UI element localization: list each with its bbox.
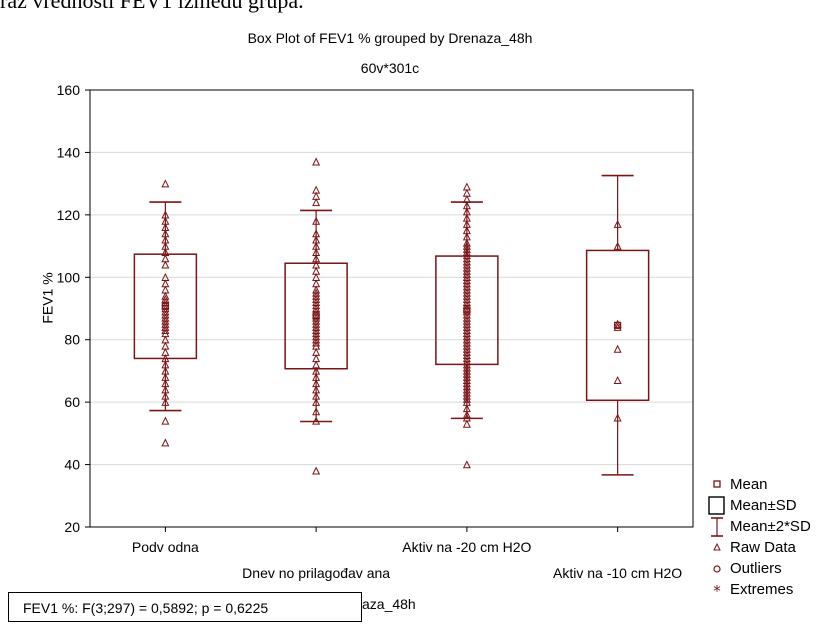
raw-data-point: [312, 397, 321, 406]
raw-data-point: [312, 338, 321, 347]
legend-symbol: *: [713, 582, 721, 600]
plot-frame: [89, 89, 694, 528]
mean-marker: [463, 306, 471, 314]
legend-label: Outliers: [730, 560, 782, 577]
raw-data-point: [312, 416, 321, 425]
raw-data-point: [312, 198, 321, 207]
caption-fragment: raz vrednosti FEV1 između grupa.: [0, 0, 304, 13]
raw-data-point: [613, 413, 622, 422]
sd-box: [133, 253, 198, 360]
raw-data-point: [161, 397, 170, 406]
stats-box: FEV1 %: F(3;297) = 0,5892; p = 0,6225: [8, 592, 362, 622]
legend: Mean Mean±SD Mean±2*SD Raw Data Outliers * Ext…: [707, 474, 811, 600]
chart-subtitle: 60v*301c: [360, 60, 420, 76]
raw-data-point: [312, 216, 321, 225]
y-tick-label: 140: [57, 144, 81, 160]
raw-data-point: [161, 438, 170, 447]
y-tick-label: 20: [64, 519, 80, 535]
x-tick-label: Dnev no prilagođav ana: [242, 565, 390, 581]
mean-marker: [614, 321, 622, 329]
raw-data-point: [161, 260, 170, 269]
legend-label: Raw Data: [730, 539, 796, 556]
mean-marker: [312, 312, 320, 320]
legend-item-mean: Mean: [707, 474, 811, 495]
x-axis-label-fragment: aza_48h: [362, 596, 416, 612]
raw-data-point: [161, 416, 170, 425]
raw-data-point: [613, 344, 622, 353]
sd-box: [284, 262, 348, 370]
x-tick-label: Aktiv na -10 cm H2O: [553, 565, 682, 581]
x-tick-label: Podv odna: [132, 539, 199, 555]
raw-data-point: [613, 319, 622, 328]
legend-label: Mean±SD: [730, 497, 797, 514]
y-tick-label: 80: [64, 332, 80, 348]
legend-symbol: [711, 517, 723, 537]
legend-item-extreme: * Extremes: [707, 579, 811, 600]
legend-symbol: [713, 565, 721, 573]
raw-data-point: [613, 219, 622, 228]
y-tick-label: 100: [57, 269, 81, 285]
legend-label: Mean±2*SD: [730, 518, 811, 535]
raw-data-point: [462, 394, 471, 403]
legend-item-outlier: Outliers: [707, 558, 811, 579]
legend-label: Mean: [730, 476, 768, 493]
y-tick-label: 120: [57, 207, 81, 223]
legend-label: Extremes: [730, 581, 794, 598]
raw-data-point: [312, 157, 321, 166]
raw-data-point: [462, 410, 471, 419]
legend-symbol: [713, 542, 721, 551]
raw-data-point: [161, 179, 170, 188]
raw-data-point: [462, 460, 471, 469]
chart-title: Box Plot of FEV1 % grouped by Drenaza_48…: [247, 30, 533, 46]
legend-item-whisker: Mean±2*SD: [707, 516, 811, 537]
raw-data-point: [613, 322, 622, 331]
legend-symbol: [713, 480, 721, 488]
legend-item-box: Mean±SD: [707, 495, 811, 516]
raw-data-point: [613, 241, 622, 250]
y-tick-label: 160: [57, 82, 81, 98]
x-tick-label: Aktiv na -20 cm H2O: [402, 539, 531, 555]
raw-data-point: [312, 407, 321, 416]
y-tick-label: 40: [64, 457, 80, 473]
svg-text:*: *: [713, 582, 721, 600]
legend-symbol: [708, 496, 725, 515]
legend-item-raw: Raw Data: [707, 537, 811, 558]
raw-data-point: [462, 419, 471, 428]
sd-box: [585, 249, 650, 402]
raw-data-point: [312, 466, 321, 475]
raw-data-point: [613, 375, 622, 384]
raw-data-point: [161, 326, 170, 335]
y-tick-label: 60: [64, 394, 80, 410]
mean-marker: [161, 302, 169, 310]
